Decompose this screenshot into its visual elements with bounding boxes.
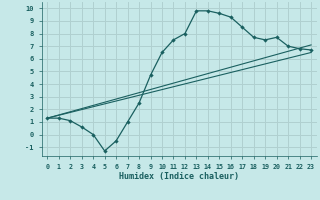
X-axis label: Humidex (Indice chaleur): Humidex (Indice chaleur): [119, 172, 239, 181]
